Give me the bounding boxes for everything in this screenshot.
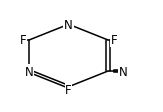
Text: F: F (20, 34, 27, 47)
Text: N: N (25, 65, 34, 78)
Text: N: N (64, 19, 73, 31)
Text: N: N (119, 65, 127, 78)
Text: F: F (65, 84, 72, 97)
Text: F: F (111, 34, 117, 47)
